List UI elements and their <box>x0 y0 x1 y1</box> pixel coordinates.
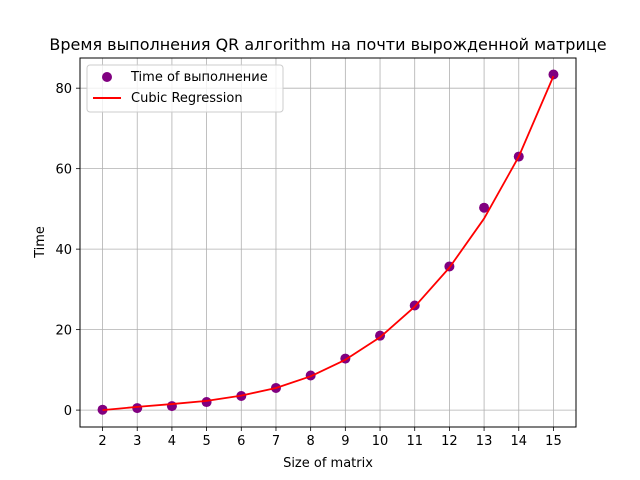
x-tick-label: 15 <box>545 434 562 449</box>
x-axis-label: Size of matrix <box>283 456 373 471</box>
ticks: 2 3 4 5 6 7 8 9 10 11 12 13 14 15 0 20 40 60 80 <box>55 82 561 449</box>
x-tick-label: 4 <box>168 434 176 449</box>
legend-box <box>86 64 284 113</box>
x-tick-label: 12 <box>441 434 458 449</box>
y-tick-label: 80 <box>55 82 72 97</box>
x-tick-label: 8 <box>307 434 315 449</box>
chart-title: Время выполнения QR алгоrithm на почти в… <box>49 35 606 54</box>
y-tick-label: 40 <box>55 243 72 258</box>
series <box>97 69 559 415</box>
plot-frame <box>79 57 577 428</box>
x-tick-label: 6 <box>237 434 245 449</box>
legend-label-line: Cubic Regression <box>131 91 243 106</box>
y-tick-label: 0 <box>64 404 72 419</box>
x-tick-label: 10 <box>372 434 389 449</box>
grid <box>80 58 576 427</box>
x-tick-label: 5 <box>202 434 210 449</box>
x-tick-label: 3 <box>133 434 141 449</box>
x-tick-label: 13 <box>476 434 493 449</box>
scatter-point <box>201 397 212 408</box>
scatter-point <box>479 202 490 213</box>
x-tick-label: 7 <box>272 434 280 449</box>
y-axis-label: Time <box>33 226 48 259</box>
scatter-point <box>132 403 143 414</box>
x-tick-label: 14 <box>510 434 527 449</box>
x-tick-label: 2 <box>98 434 106 449</box>
legend: Time of выполнение Cubic Regression <box>86 64 284 113</box>
x-tick-label: 9 <box>341 434 349 449</box>
scatter-point <box>166 401 177 412</box>
legend-label-scatter: Time of выполнение <box>130 70 268 85</box>
y-tick-label: 60 <box>55 163 72 178</box>
legend-scatter-marker <box>102 72 112 82</box>
cubic-regression-line <box>102 75 555 411</box>
scatter-point <box>548 69 559 80</box>
y-tick-label: 20 <box>55 324 72 339</box>
x-tick-label: 11 <box>406 434 423 449</box>
